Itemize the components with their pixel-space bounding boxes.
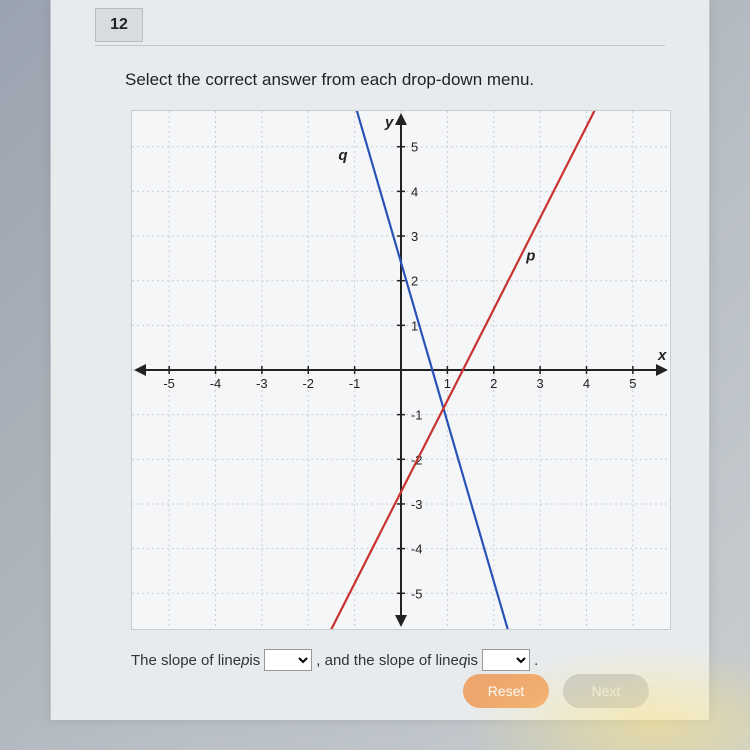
graph-svg: -5-5-4-4-3-3-2-2-1-11122334455 xypq (132, 111, 670, 629)
text-part4: is (467, 652, 478, 669)
var-q: q (459, 652, 467, 669)
instruction-text: Select the correct answer from each drop… (125, 70, 534, 90)
text-period: . (534, 652, 538, 669)
question-number-badge: 12 (95, 8, 143, 42)
question-card: 12 Select the correct answer from each d… (50, 0, 710, 720)
svg-text:5: 5 (411, 140, 418, 155)
svg-text:x: x (657, 347, 667, 364)
text-part2: is (249, 652, 260, 669)
button-row: Reset Next (463, 674, 649, 708)
reset-button[interactable]: Reset (463, 674, 549, 708)
svg-text:-4: -4 (210, 376, 222, 391)
var-p: p (241, 652, 249, 669)
slope-p-dropdown[interactable] (264, 649, 312, 671)
svg-text:-5: -5 (163, 376, 175, 391)
svg-text:-3: -3 (411, 497, 423, 512)
coordinate-graph: -5-5-4-4-3-3-2-2-1-11122334455 xypq (131, 110, 671, 630)
svg-text:-2: -2 (302, 376, 314, 391)
svg-text:2: 2 (490, 376, 497, 391)
divider (95, 45, 665, 46)
svg-text:1: 1 (444, 376, 451, 391)
svg-text:2: 2 (411, 274, 418, 289)
svg-text:3: 3 (411, 229, 418, 244)
svg-text:-3: -3 (256, 376, 268, 391)
svg-text:-4: -4 (411, 542, 423, 557)
svg-text:y: y (384, 114, 394, 131)
svg-text:q: q (338, 147, 347, 164)
svg-text:4: 4 (583, 376, 590, 391)
slope-q-dropdown[interactable] (482, 649, 530, 671)
svg-text:4: 4 (411, 184, 418, 199)
svg-text:5: 5 (629, 376, 636, 391)
svg-text:-1: -1 (411, 408, 423, 423)
svg-text:p: p (525, 248, 535, 265)
svg-text:-1: -1 (349, 376, 361, 391)
next-button[interactable]: Next (563, 674, 649, 708)
text-part1: The slope of line (131, 652, 241, 669)
answer-sentence: The slope of line p is , and the slope o… (131, 645, 538, 675)
svg-text:-5: -5 (411, 586, 423, 601)
svg-text:3: 3 (537, 376, 544, 391)
text-part3: , and the slope of line (316, 652, 459, 669)
